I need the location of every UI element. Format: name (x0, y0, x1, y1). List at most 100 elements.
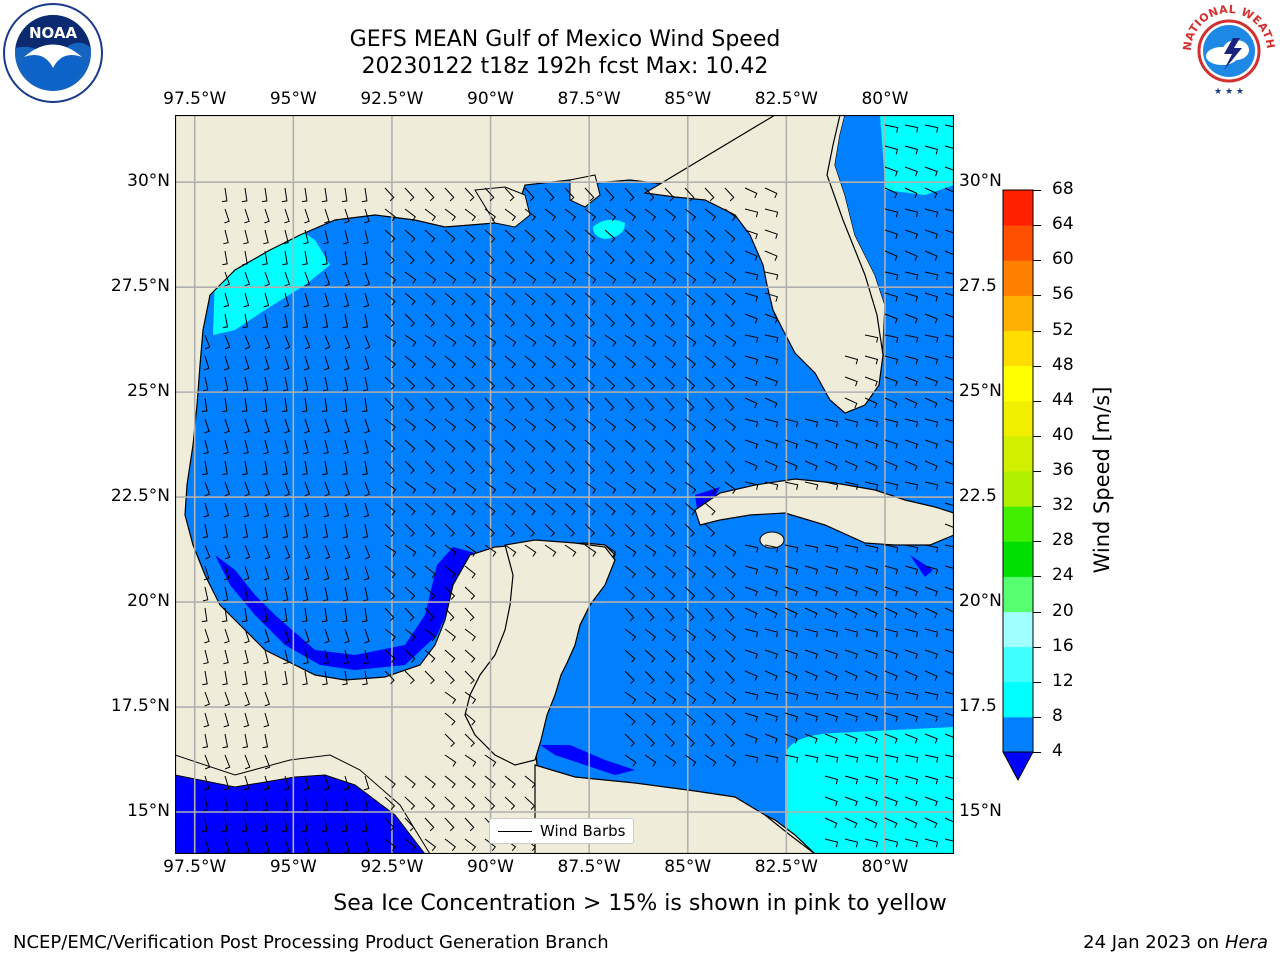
wind-barb (944, 145, 954, 150)
wind-barb (362, 376, 369, 392)
wind-barb (584, 481, 597, 494)
wind-barb (222, 376, 229, 392)
wind-barb (341, 817, 348, 833)
wind-barb (221, 817, 228, 833)
wind-barb (724, 691, 737, 704)
wind-barb (604, 271, 617, 284)
wind-barb (544, 208, 557, 222)
map-frame (175, 115, 954, 854)
wind-barb (724, 607, 735, 622)
wind-barb (824, 418, 839, 428)
wind-barb (204, 334, 211, 350)
wind-barb (544, 544, 557, 557)
wind-barb (684, 208, 697, 222)
wind-barb (744, 754, 759, 763)
wind-barb (484, 439, 496, 453)
colorbar-band (1003, 365, 1033, 402)
wind-barb (924, 649, 938, 660)
colorbar-tick-mark (1033, 330, 1041, 332)
wind-barb (204, 628, 210, 644)
wind-barb (444, 670, 455, 685)
wind-barb (284, 334, 291, 350)
wind-barb (604, 439, 616, 453)
wind-barb (644, 250, 655, 265)
wind-barb (784, 670, 798, 681)
wind-barb (284, 481, 291, 497)
wind-barb (944, 229, 954, 234)
wind-barb (624, 376, 636, 390)
wind-barb (243, 502, 250, 518)
wind-barb (824, 565, 839, 575)
wind-barb (844, 775, 859, 785)
wind-barb (204, 838, 210, 854)
wind-barb (644, 607, 655, 622)
wind-barb (524, 208, 537, 222)
wind-barb (263, 565, 270, 581)
wind-barb (484, 292, 496, 306)
wind-barb (343, 439, 349, 455)
wind-barb (464, 460, 475, 475)
wind-barb (864, 817, 878, 829)
wind-barb (504, 397, 515, 412)
lat-tick-right: 20°N (959, 591, 1002, 612)
wind-barb (844, 565, 859, 575)
wind-barb (363, 649, 369, 665)
wind-barb (924, 229, 938, 240)
wind-barb (584, 313, 596, 328)
wind-barb (864, 838, 879, 848)
wind-barb (644, 271, 657, 284)
wind-barb (303, 355, 310, 371)
wind-barb (604, 208, 617, 222)
wind-barb (404, 271, 417, 284)
wind-barb (664, 670, 675, 685)
wind-barb (644, 649, 656, 663)
wind-barb (904, 355, 919, 365)
wind-barb (504, 292, 516, 306)
wind-barb (804, 418, 819, 428)
wind-barb (243, 649, 249, 665)
wind-barb (342, 796, 349, 812)
wind-barb (224, 628, 230, 644)
wind-barb (664, 397, 675, 412)
wind-barb (644, 733, 656, 748)
colorbar-tick: 48 (1052, 354, 1074, 375)
wind-barb (261, 817, 268, 833)
wind-barb (784, 565, 799, 575)
wind-barb (724, 649, 736, 663)
wind-barb (884, 460, 898, 471)
wind-barb (804, 460, 818, 471)
wind-barb (223, 565, 230, 581)
wind-barb (864, 754, 879, 763)
wind-barb (624, 250, 635, 265)
footer-date: 24 Jan 2023 on Hera (1083, 932, 1268, 953)
wind-barb (804, 607, 818, 619)
wind-barb (323, 355, 330, 371)
wind-barb (864, 439, 878, 450)
wind-barb (764, 334, 779, 343)
wind-barb (464, 796, 476, 810)
wind-barb (704, 502, 716, 516)
wind-barb (304, 271, 311, 287)
wind-barb (564, 460, 575, 475)
wind-barb (664, 250, 675, 265)
wind-barb (924, 628, 939, 638)
wind-barb (242, 523, 249, 539)
lon-tick-top: 85°W (664, 89, 712, 109)
wind-barb (484, 502, 496, 516)
wind-barb (884, 670, 898, 681)
wind-barb (824, 649, 838, 660)
wind-barb (724, 628, 737, 642)
wind-barb (924, 418, 939, 428)
wind-barb (864, 691, 879, 700)
wind-barb (684, 271, 697, 284)
wind-barb (744, 712, 759, 722)
wind-barb (201, 817, 208, 833)
wind-barb (564, 355, 576, 369)
wind-barb (464, 502, 476, 516)
wind-barb (724, 754, 737, 767)
wind-barb (264, 334, 271, 350)
wind-barb (424, 838, 437, 852)
wind-barb (604, 313, 616, 328)
colorbar-extend-min (1002, 751, 1034, 782)
wind-barb (222, 250, 228, 266)
